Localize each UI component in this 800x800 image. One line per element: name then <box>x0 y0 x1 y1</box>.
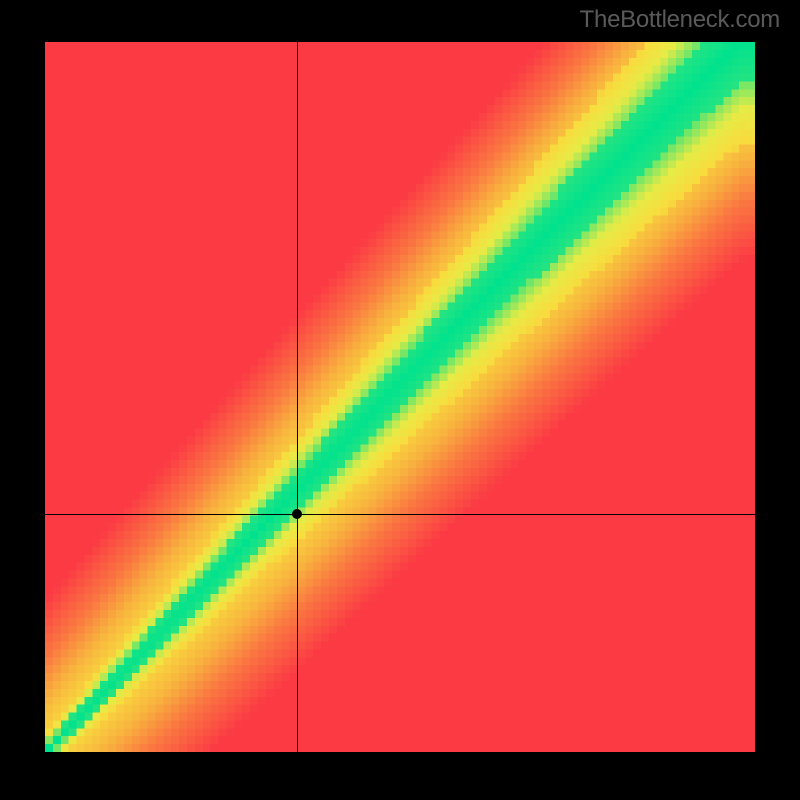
marker-dot <box>292 509 302 519</box>
attribution-text: TheBottleneck.com <box>580 6 780 34</box>
bottleneck-heatmap <box>45 42 755 752</box>
crosshair-horizontal <box>45 514 755 515</box>
crosshair-vertical <box>297 42 298 752</box>
heatmap-canvas <box>45 42 755 752</box>
